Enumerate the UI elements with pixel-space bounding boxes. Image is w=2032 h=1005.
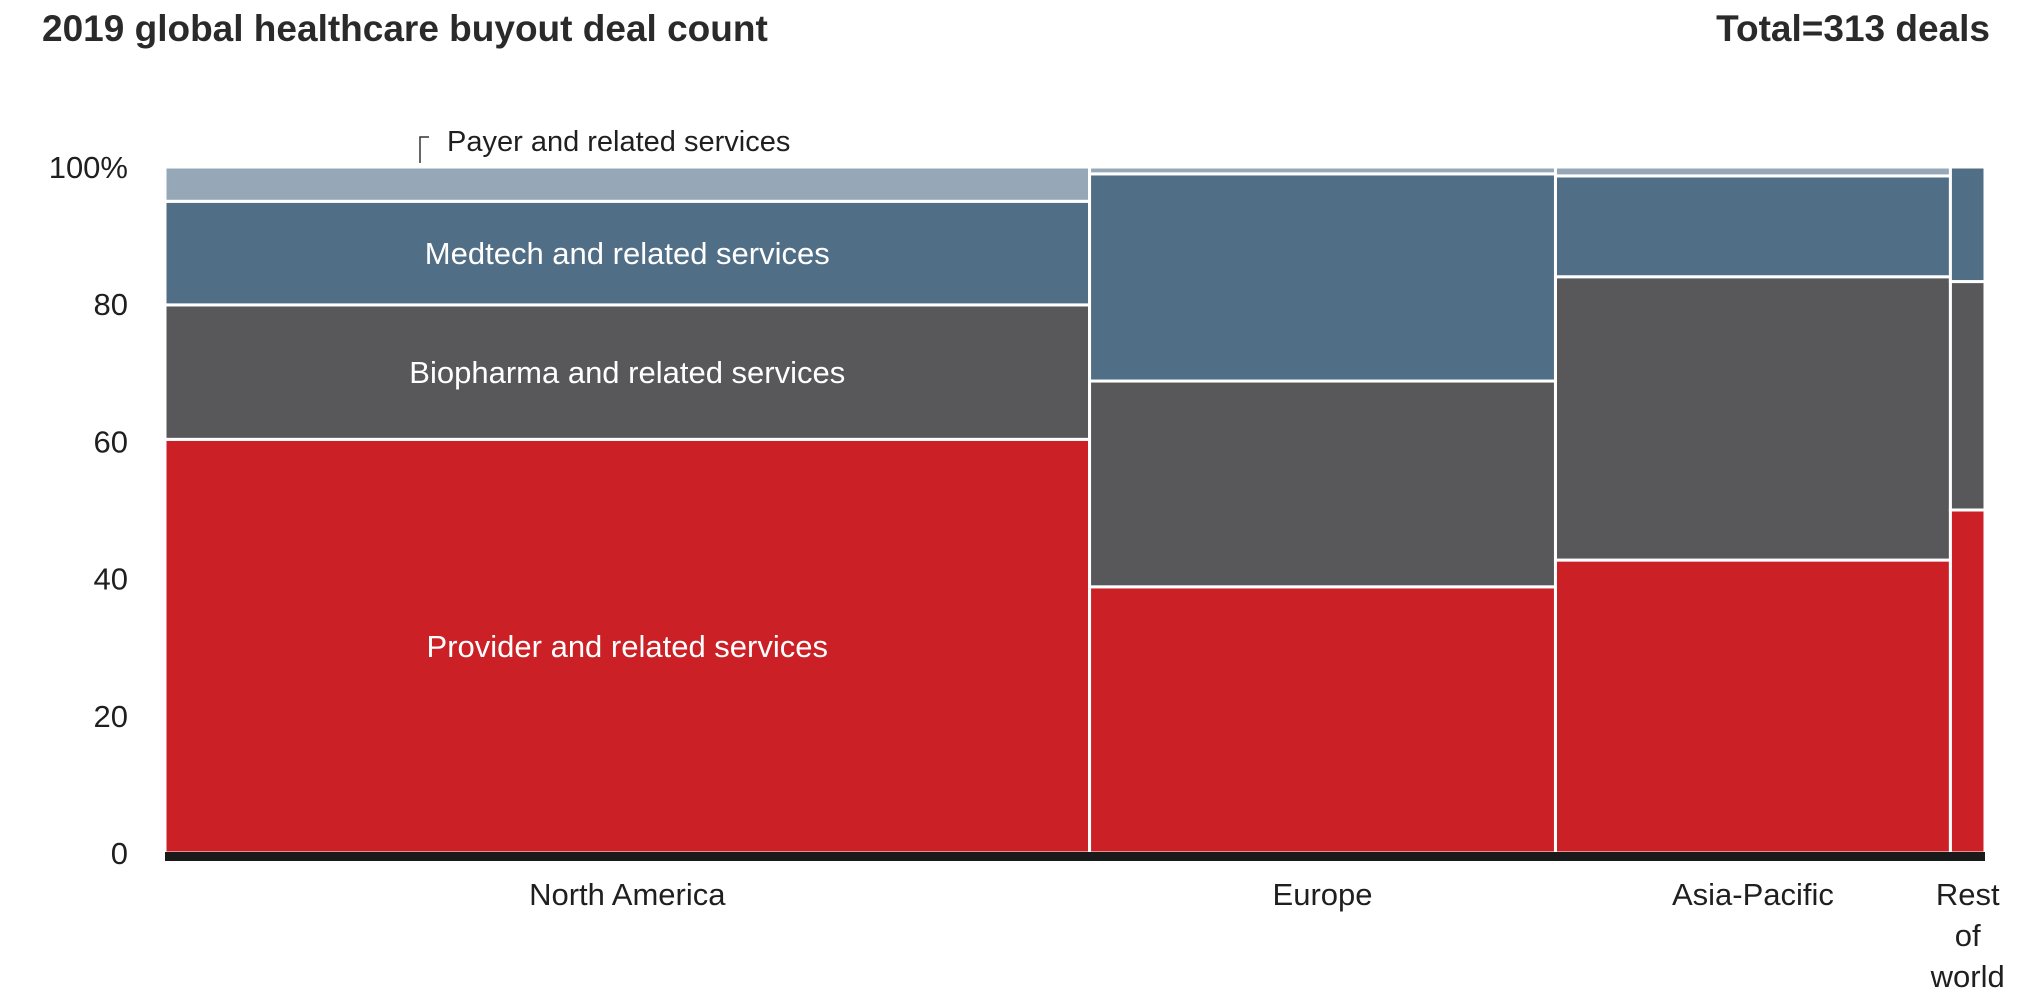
bar-segment-europe-medtech-and-related-services: [1088, 172, 1557, 383]
segment-label-payer-and-related-services: Payer and related services: [447, 126, 790, 158]
bar-segment-rest-of-world-provider-and-related-services: [1948, 508, 1987, 855]
x-category-label-rest-of-world: Rest of world: [1930, 877, 2005, 994]
segment-label-medtech-and-related-services: Medtech and related services: [425, 236, 830, 271]
segment-label-biopharma-and-related-services: Biopharma and related services: [409, 355, 845, 390]
y-tick-label: 100%: [49, 150, 128, 185]
y-tick-label: 60: [94, 424, 128, 459]
bar-segment-europe-biopharma-and-related-services: [1088, 379, 1557, 589]
bar-segment-asia-pacific-biopharma-and-related-services: [1553, 275, 1952, 562]
bar-segment-europe-payer-and-related-services: [1088, 165, 1557, 176]
bar-segment-north-america-provider-and-related-services: [163, 437, 1092, 855]
bar-segment-rest-of-world-biopharma-and-related-services: [1948, 280, 1987, 512]
y-tick-label: 80: [94, 287, 128, 322]
y-tick-label: 40: [94, 562, 128, 597]
bar-segment-asia-pacific-medtech-and-related-services: [1553, 174, 1952, 279]
segment-label-provider-and-related-services: Provider and related services: [427, 629, 828, 664]
total-deals-label: Total=313 deals: [1716, 8, 1990, 49]
y-tick-label: 0: [111, 836, 128, 871]
bar-segment-north-america-payer-and-related-services: [163, 165, 1092, 203]
bar-segment-asia-pacific-provider-and-related-services: [1553, 558, 1952, 855]
bar-segment-europe-provider-and-related-services: [1088, 585, 1557, 855]
x-category-label-north-america: North America: [529, 877, 726, 912]
x-category-label-europe: Europe: [1273, 877, 1373, 912]
bar-segment-asia-pacific-payer-and-related-services: [1553, 165, 1952, 178]
payer-callout-leader: [419, 136, 429, 163]
x-category-label-asia-pacific: Asia-Pacific: [1672, 877, 1834, 912]
x-axis-baseline: [165, 852, 1985, 861]
chart-title: 2019 global healthcare buyout deal count: [42, 8, 768, 49]
bar-segment-rest-of-world-medtech-and-related-services: [1948, 165, 1987, 284]
y-tick-label: 20: [94, 699, 128, 734]
